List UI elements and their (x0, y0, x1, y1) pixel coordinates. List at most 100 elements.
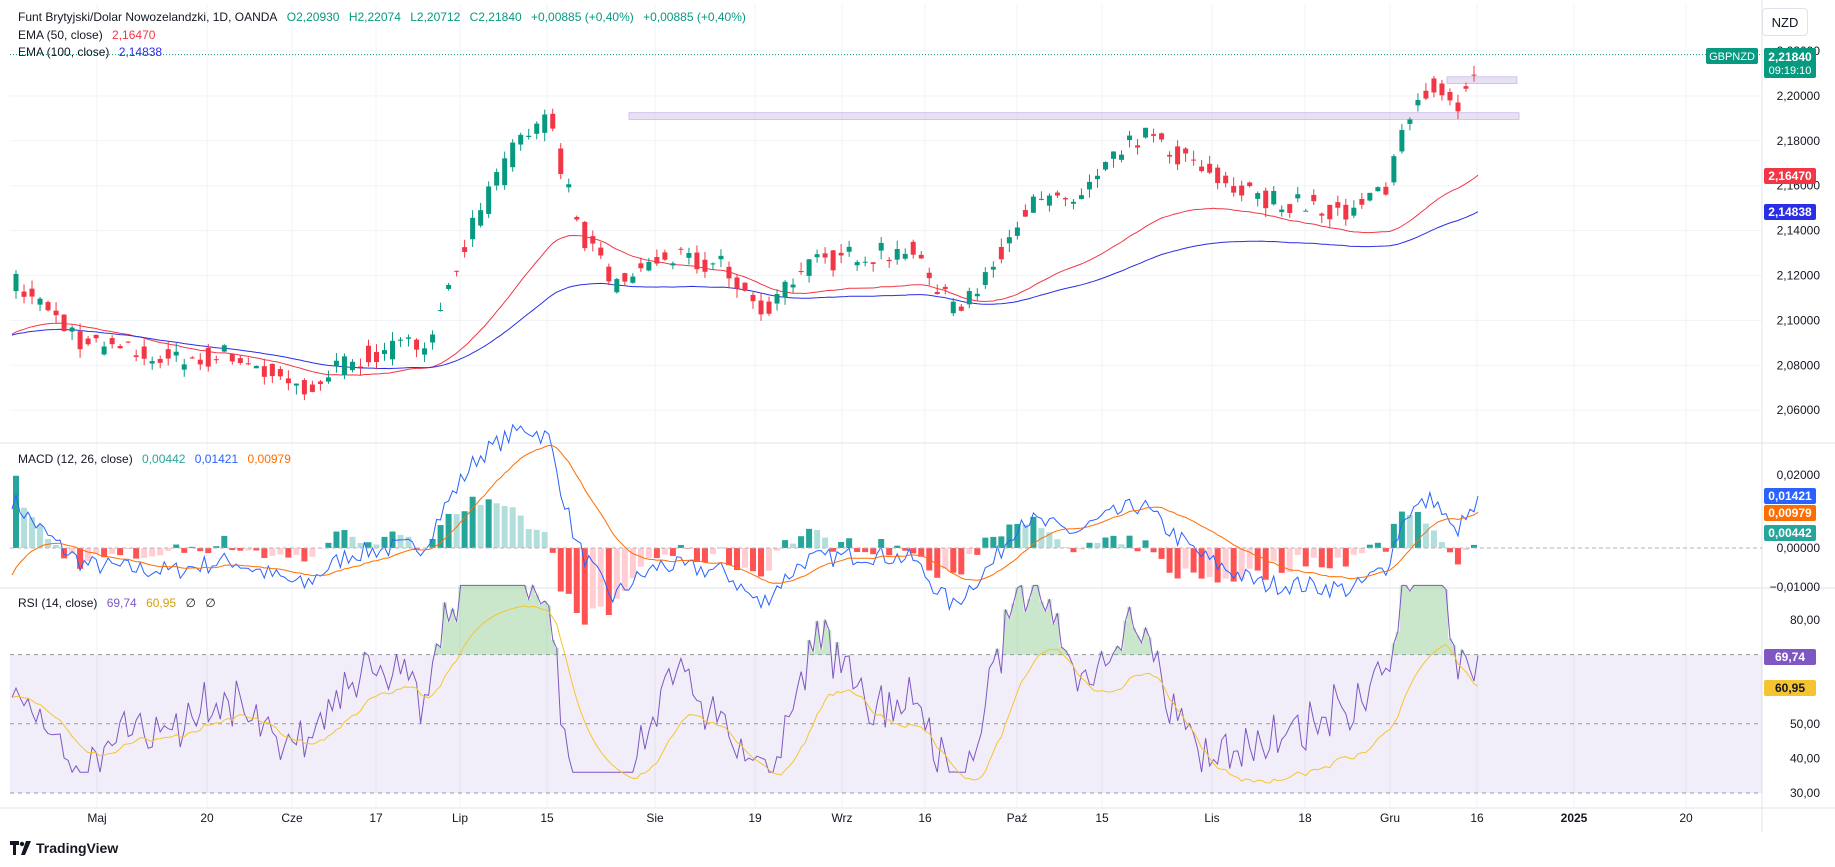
macd-hist-bar (437, 525, 444, 548)
macd-hist-bar (589, 548, 596, 609)
candle-body (165, 349, 171, 359)
macd-hist-bar (1046, 532, 1053, 548)
candle-body (734, 277, 740, 289)
macd-hist-bar (1158, 548, 1165, 559)
macd-hist-bar (1438, 542, 1445, 548)
macd-hist-bar (1182, 548, 1189, 569)
candle-body (1439, 83, 1445, 96)
macd-hist-bar (862, 548, 869, 553)
macd-hist-bar (21, 507, 28, 548)
candle-body (742, 282, 748, 291)
macd-tick-label: 0,00000 (1777, 541, 1821, 555)
candle-body (606, 266, 612, 282)
macd-hist-bar (1014, 523, 1021, 548)
candle-body (966, 291, 972, 305)
time-tick-label: Paź (1007, 811, 1028, 825)
signal-badge: 0,00979 (1764, 505, 1816, 521)
candle-body (726, 266, 732, 279)
macd-hist-bar (613, 548, 620, 599)
macd-hist-bar (77, 548, 84, 569)
macd-hist-bar (1286, 548, 1293, 573)
rsi-label: RSI (14, close) (18, 596, 98, 610)
macd-hist-bar (774, 548, 781, 551)
currency-button[interactable]: NZD (1762, 8, 1808, 36)
macd-hist-bar (245, 548, 252, 551)
macd-hist-bar (629, 548, 636, 579)
candle-body (1223, 175, 1229, 184)
time-tick-label: Maj (87, 811, 106, 825)
macd-hist-bar (605, 548, 612, 615)
candle-body (253, 365, 259, 369)
macd-signal-value: 0,00979 (247, 452, 291, 466)
macd-hist-bar (709, 548, 716, 554)
ohlc-open: O2,20930 (286, 10, 340, 24)
candle-body (678, 248, 684, 250)
macd-hist-bar (1382, 548, 1389, 552)
candle-body (790, 284, 796, 288)
macd-tick-label: 0,02000 (1777, 468, 1821, 482)
macd-hist-bar (661, 548, 668, 555)
candle-body (101, 346, 107, 355)
macd-hist-bar (798, 536, 805, 548)
candle-body (902, 253, 908, 259)
macd-hist-bar (1126, 535, 1133, 548)
macd-hist-bar (413, 548, 420, 550)
candle-body (478, 210, 484, 226)
candle-body (398, 339, 404, 341)
resistance-zone (1446, 76, 1518, 84)
macd-hist-bar (1398, 511, 1405, 548)
macd-hist-bar (806, 528, 813, 548)
ema100-legend[interactable]: EMA (100, close) 2,14838 (18, 45, 168, 59)
price-tick-label: 2,12000 (1777, 269, 1821, 283)
grid-lines (10, 4, 1762, 807)
macd-hist-bar (1310, 548, 1317, 558)
rsi-legend[interactable]: RSI (14, close) 69,74 60,95 ∅ ∅ (18, 596, 222, 610)
candle-body (630, 276, 636, 283)
svg-text:0,00979: 0,00979 (1768, 506, 1812, 520)
candle-body (1111, 151, 1117, 159)
macd-legend[interactable]: MACD (12, 26, close) 0,00442 0,01421 0,0… (18, 452, 297, 466)
candle-body (1159, 133, 1165, 140)
tradingview-logo[interactable]: TradingView (10, 840, 118, 856)
ema50-legend[interactable]: EMA (50, close) 2,16470 (18, 28, 161, 42)
macd-hist-bar (1174, 548, 1181, 579)
candle-body (1207, 163, 1213, 173)
candle-body (1094, 175, 1100, 180)
macd-hist-bar (157, 548, 164, 556)
macd-hist-bar (1254, 548, 1261, 571)
macd-hist-bar (325, 542, 332, 548)
macd-hist-bar (461, 511, 468, 548)
candle-body (349, 361, 355, 371)
candle-body (654, 257, 660, 264)
macd-hist-bar (397, 534, 404, 548)
macd-hist-bar (453, 514, 460, 548)
candle-body (149, 361, 155, 364)
candle-body (1311, 194, 1317, 202)
macd-hist-bar (1302, 548, 1309, 567)
candle-body (518, 134, 524, 145)
macd-hist-bar (1326, 548, 1333, 569)
macd-hist-bar (758, 548, 765, 577)
macd-hist-bar (854, 548, 861, 552)
macd-hist-bar (1390, 523, 1397, 548)
macd-hist-bar (1230, 548, 1237, 582)
candle-body (502, 158, 508, 186)
macd-hist-bar (501, 505, 508, 548)
macd-hist-bar (1414, 511, 1421, 548)
candle-body (1343, 204, 1349, 220)
change-value-2: +0,00885 (+0,40%) (643, 10, 746, 24)
price-tick-label: 2,14000 (1777, 224, 1821, 238)
macd-hist-bar (1142, 540, 1149, 548)
candle-body (1271, 190, 1277, 205)
macd-hist-bar (173, 544, 180, 548)
macd-hist-bar (293, 548, 300, 555)
macd-hist-bar (581, 548, 588, 625)
macd-hist-bar (1150, 548, 1157, 553)
macd-hist-bar (838, 542, 845, 548)
candle-body (1399, 129, 1405, 152)
candle-body (1119, 154, 1125, 160)
ema50-badge: 2,16470 (1764, 168, 1816, 184)
candle-body (1054, 192, 1060, 196)
macd-hist-bar (1270, 548, 1277, 562)
